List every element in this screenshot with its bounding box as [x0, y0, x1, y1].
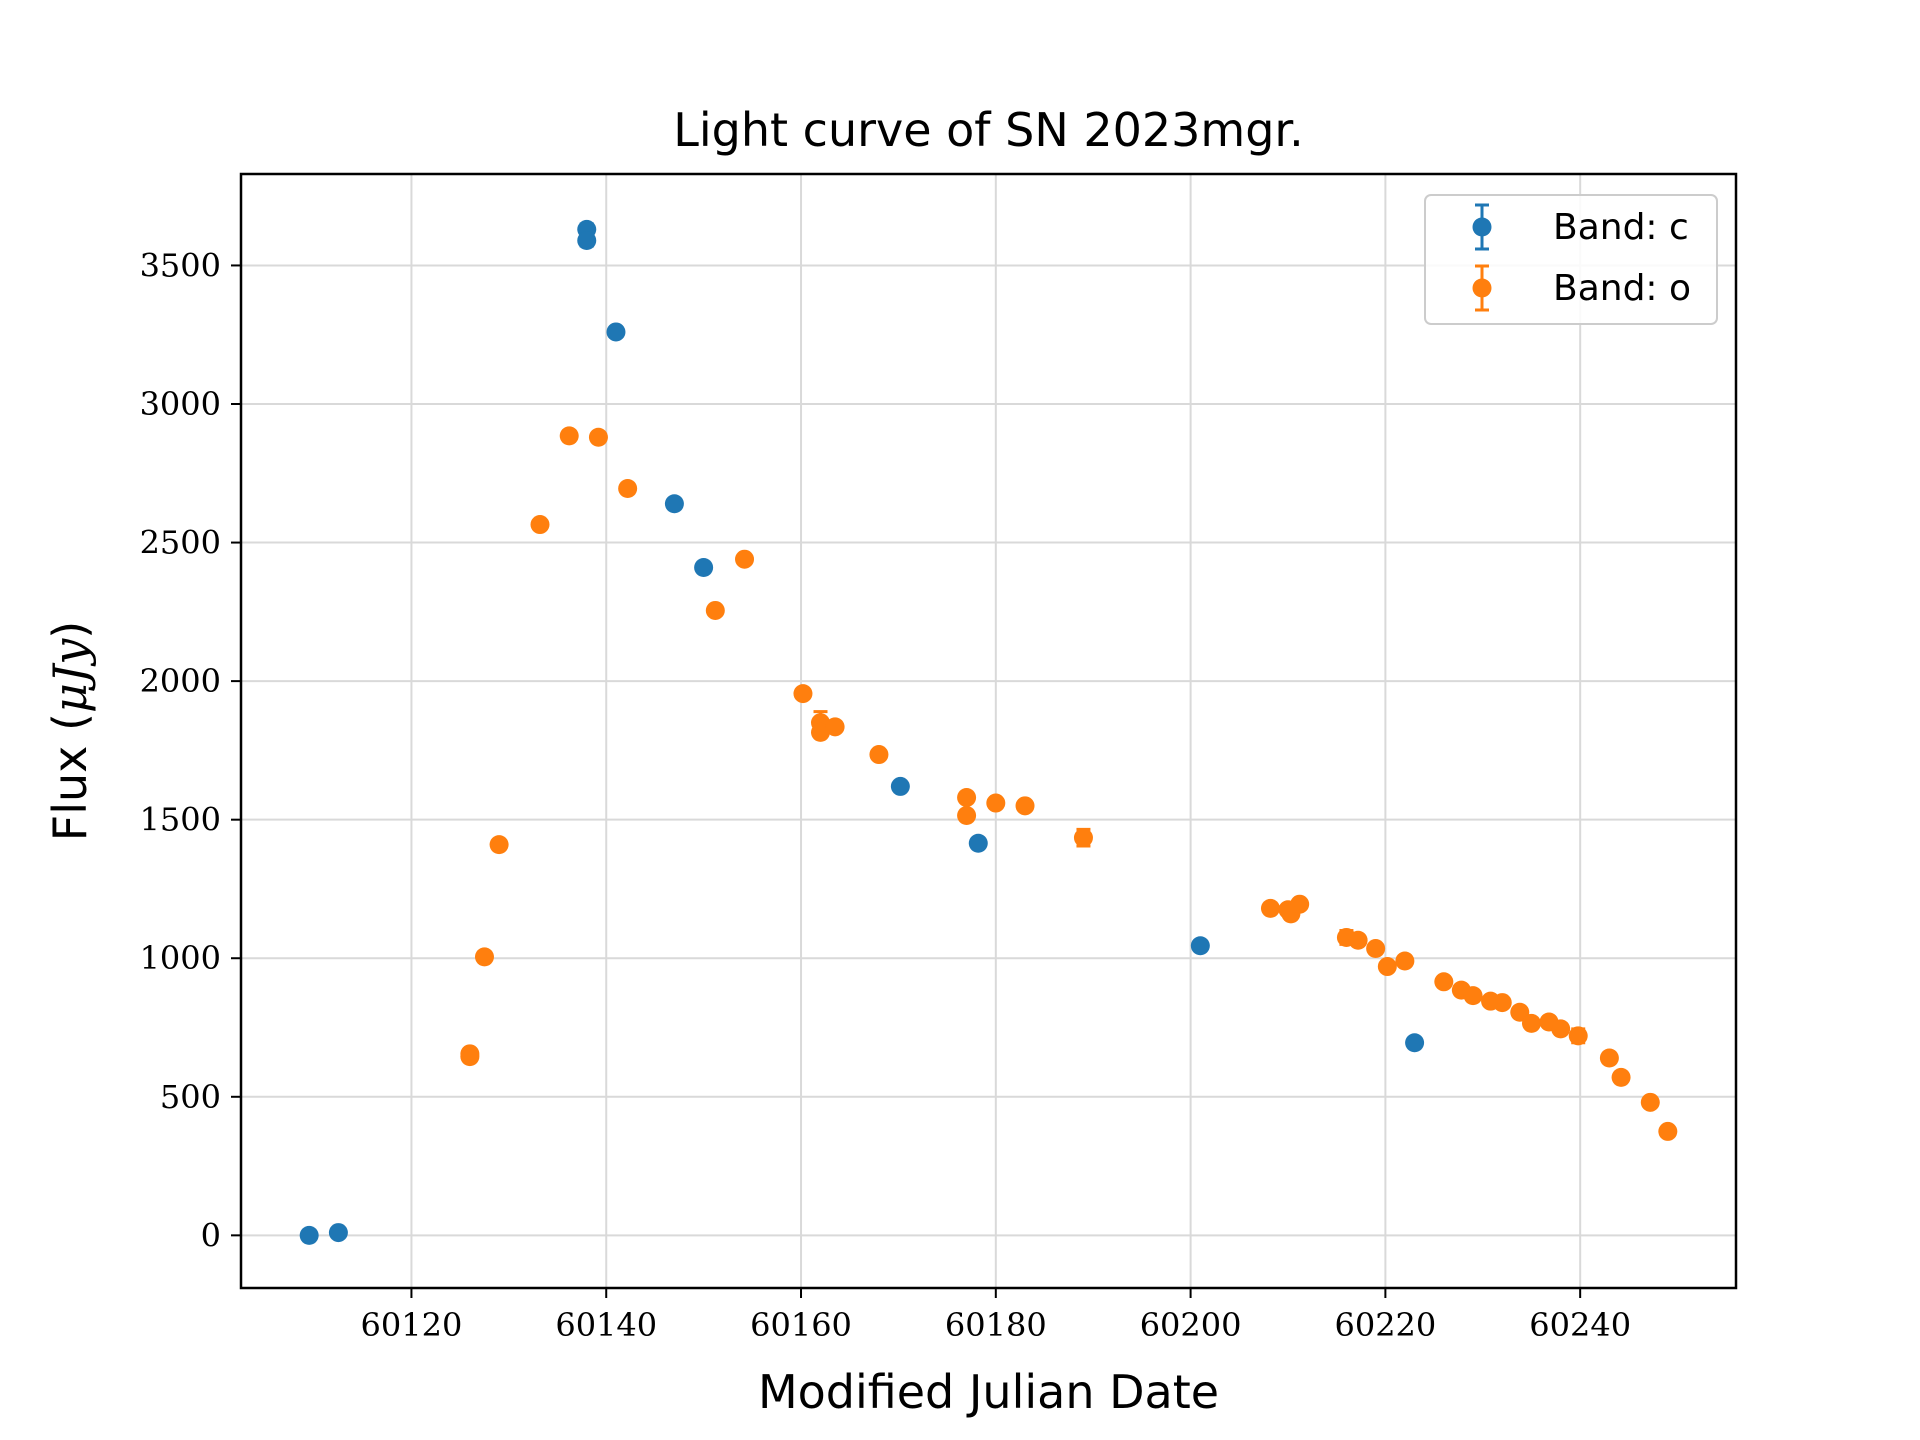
data-point [664, 494, 684, 514]
series-band-o [460, 426, 1678, 1141]
axis-ticks: 60120 60140 60160 60180 60200 60220 60240 0 500 1… [140, 246, 1632, 1344]
data-point [460, 1047, 480, 1067]
legend: Band: c Band: o [1424, 194, 1718, 325]
data-point [577, 231, 597, 251]
data-point [1395, 951, 1415, 971]
legend-marker [1472, 217, 1492, 237]
x-tick-label: 60160 [750, 1306, 852, 1344]
data-point [588, 427, 608, 447]
x-tick-label: 60120 [361, 1306, 463, 1344]
data-point [1611, 1067, 1631, 1087]
data-point [1599, 1048, 1619, 1068]
data-point [890, 776, 910, 796]
x-tick-label: 60220 [1334, 1306, 1436, 1344]
data-point [810, 722, 830, 742]
legend-label: Band: o [1553, 268, 1691, 309]
data-point [299, 1225, 319, 1245]
data-point [559, 426, 579, 446]
data-point [1568, 1026, 1588, 1046]
data-point [735, 549, 755, 569]
data-point [705, 600, 725, 620]
data-point [1405, 1033, 1425, 1053]
data-point [869, 745, 889, 765]
x-tick-label: 60240 [1529, 1306, 1631, 1344]
y-tick-label: 500 [160, 1078, 221, 1116]
x-tick-label: 60140 [555, 1306, 657, 1344]
data-point [957, 806, 977, 826]
data-point [1348, 930, 1368, 950]
data-point [1190, 936, 1210, 956]
data-point [1260, 898, 1280, 918]
data-point [1015, 796, 1035, 816]
data-point [1434, 972, 1454, 992]
data-point [694, 558, 714, 578]
plot-area [299, 219, 1678, 1245]
data-point [1640, 1092, 1660, 1112]
data-point [1492, 993, 1512, 1013]
data-point [1658, 1121, 1678, 1141]
legend-entries: Band: c Band: o [1472, 203, 1691, 312]
data-point [1290, 894, 1310, 914]
legend-box [1424, 194, 1718, 325]
data-point [1377, 957, 1397, 977]
y-tick-label: 3000 [140, 385, 221, 423]
data-point [986, 793, 1006, 813]
x-tick-label: 60180 [945, 1306, 1047, 1344]
series-band-c [299, 219, 1425, 1245]
y-axis-label-unit: μJy [43, 638, 97, 713]
data-point [1551, 1019, 1571, 1039]
grid [241, 174, 1736, 1288]
y-axis-label-prefix: Flux ( [43, 713, 97, 841]
data-point [618, 479, 638, 499]
data-point [1366, 939, 1386, 959]
data-point [1521, 1013, 1541, 1033]
data-point [793, 684, 813, 704]
legend-entry: Band: o [1472, 264, 1691, 312]
data-point [957, 788, 977, 808]
y-tick-label: 1000 [140, 939, 221, 977]
data-point [1463, 986, 1483, 1006]
y-tick-label: 2500 [140, 524, 221, 562]
chart-title: Light curve of SN 2023mgr. [673, 103, 1304, 157]
legend-entry: Band: c [1472, 203, 1689, 251]
x-axis-label: Modified Julian Date [758, 1365, 1219, 1419]
data-point [489, 835, 509, 855]
legend-marker [1472, 278, 1492, 298]
plot-frame [239, 172, 1738, 1290]
y-axis-label: Flux (μJy) [43, 621, 97, 841]
data-point [968, 833, 988, 853]
data-point [328, 1223, 348, 1243]
y-tick-label: 0 [201, 1216, 221, 1254]
data-point [606, 322, 626, 342]
data-point [825, 717, 845, 737]
y-tick-label: 2000 [140, 662, 221, 700]
data-point [1073, 828, 1093, 848]
data-point [474, 947, 494, 967]
y-tick-label: 1500 [140, 801, 221, 839]
x-tick-label: 60200 [1140, 1306, 1242, 1344]
legend-label: Band: c [1553, 207, 1689, 248]
y-tick-label: 3500 [140, 246, 221, 284]
data-point [530, 515, 550, 535]
y-axis-label-suffix: ) [43, 621, 97, 639]
